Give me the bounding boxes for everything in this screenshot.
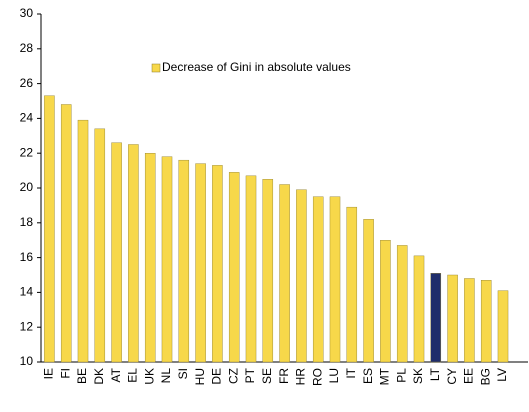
- bar: [296, 189, 307, 363]
- x-tick-label: HU: [193, 368, 207, 385]
- x-tick-label: LV: [495, 368, 509, 382]
- legend-label: Decrease of Gini in absolute values: [162, 60, 351, 74]
- bar: [279, 184, 290, 363]
- bar: [228, 172, 240, 363]
- y-tick-label: 20: [20, 180, 34, 194]
- x-tick-label: PT: [243, 367, 257, 383]
- x-tick-label: CY: [445, 368, 459, 385]
- bar: [430, 273, 442, 363]
- x-tick-label: LT: [428, 367, 442, 381]
- x-tick-label: SI: [176, 368, 190, 379]
- bar: [144, 152, 156, 363]
- x-tick-label: UK: [142, 368, 156, 385]
- bar: [413, 255, 425, 363]
- x-tick-label: NL: [159, 368, 173, 384]
- bar: [111, 142, 122, 363]
- bar: [77, 119, 89, 363]
- bar: [212, 165, 223, 363]
- y-tick-label: 26: [20, 76, 34, 90]
- x-tick-label: ES: [361, 368, 375, 384]
- bar: [447, 274, 458, 363]
- bar: [497, 290, 509, 363]
- y-tick-label: 28: [20, 41, 34, 55]
- bar: [245, 175, 257, 363]
- x-tick-label: RO: [310, 368, 324, 386]
- x-tick-label: LU: [327, 368, 341, 383]
- bar: [178, 159, 190, 363]
- bar: [480, 280, 492, 363]
- x-tick-label: PL: [394, 368, 408, 383]
- y-tick-label: 18: [20, 215, 34, 229]
- x-tick-label: AT: [109, 367, 123, 382]
- x-tick-label: EE: [462, 368, 476, 384]
- bar: [380, 239, 391, 363]
- y-tick-label: 16: [20, 250, 34, 264]
- y-tick-label: 14: [20, 285, 34, 299]
- x-tick-label: SE: [260, 368, 274, 384]
- y-tick-label: 24: [20, 111, 34, 125]
- bar: [94, 128, 106, 363]
- y-tick-label: 12: [20, 319, 34, 333]
- bar: [195, 163, 206, 363]
- x-tick-label: BG: [478, 368, 492, 385]
- bar: [464, 278, 475, 363]
- x-tick-label: DK: [92, 368, 106, 385]
- legend-swatch: [151, 63, 161, 73]
- x-tick-label: EL: [126, 368, 140, 383]
- x-tick-label: FI: [58, 368, 72, 379]
- bar: [44, 95, 55, 363]
- x-tick-label: CZ: [226, 368, 240, 384]
- x-tick-label: DE: [210, 368, 224, 385]
- x-tick-label: BE: [75, 368, 89, 384]
- bar: [262, 179, 274, 363]
- y-tick-label: 30: [20, 6, 34, 20]
- bar: [60, 104, 72, 363]
- y-tick-label: 10: [20, 354, 34, 368]
- bar: [329, 196, 341, 363]
- bar: [128, 144, 139, 363]
- x-tick-label: SK: [411, 368, 425, 384]
- x-tick-label: IT: [344, 367, 358, 378]
- bar: [312, 196, 324, 363]
- x-tick-label: HR: [294, 368, 308, 386]
- bar: [346, 206, 358, 363]
- bar: [363, 219, 374, 363]
- x-tick-label: MT: [378, 367, 392, 385]
- y-tick-label: 22: [20, 145, 34, 159]
- x-tick-label: IE: [42, 368, 56, 379]
- x-tick-label: FR: [277, 368, 291, 384]
- bar: [161, 156, 173, 363]
- bar: [396, 245, 408, 363]
